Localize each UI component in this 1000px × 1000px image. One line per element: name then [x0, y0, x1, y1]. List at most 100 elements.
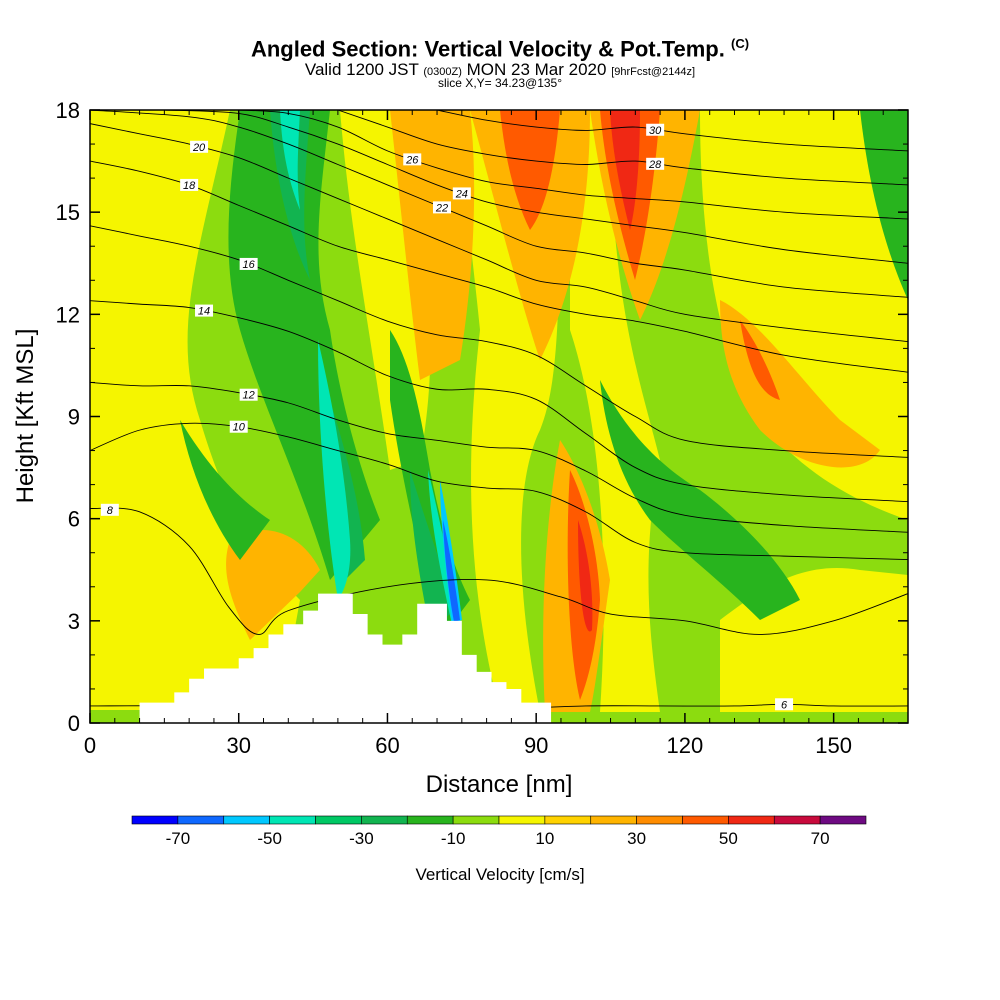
contour-label-12: 12: [239, 388, 258, 402]
contour-label-text: 10: [233, 422, 246, 434]
colorbar-swatch: [682, 815, 729, 825]
theta-contour-8: [90, 507, 908, 635]
colorbar-swatch: [177, 815, 225, 825]
velocity-region: [180, 420, 270, 560]
terrain: [139, 593, 552, 723]
colorbar-swatch: [819, 815, 867, 825]
theta-contour-30: [436, 110, 908, 152]
velocity-region: [720, 300, 880, 468]
velocity-region: [860, 110, 908, 300]
contour-label-text: 30: [649, 125, 662, 137]
x-tick-label: 150: [815, 733, 852, 758]
y-tick-label: 15: [56, 200, 80, 225]
theta-contour-10: [90, 422, 908, 560]
colorbar-swatch: [773, 815, 821, 825]
y-axis: 0 3 6 9 12 15 18: [56, 98, 908, 736]
y-tick-label: 3: [68, 609, 80, 634]
colorbar: -70 -50 -30 -10 10 30 50 70: [131, 815, 867, 848]
theta-contour-28: [337, 110, 908, 186]
velocity-region: [390, 110, 475, 380]
velocity-region: [470, 110, 590, 360]
velocity-region: [600, 380, 800, 620]
contour-label-24: 24: [452, 187, 471, 200]
theta-contour-18: [90, 160, 908, 373]
contour-label-6: 6: [775, 698, 794, 711]
vertical-velocity-field: [90, 110, 908, 723]
contour-label-text: 14: [198, 306, 210, 318]
slice-caption: slice X,Y= 34.23@135°: [437, 76, 563, 90]
contour-label-16: 16: [239, 257, 258, 271]
x-tick-label: 60: [375, 733, 399, 758]
y-tick-label: 0: [68, 711, 80, 736]
theta-contour-16: [90, 225, 908, 458]
x-axis: 0 30 60 90 120 150: [84, 110, 909, 758]
contour-label-text: 26: [405, 154, 419, 166]
contour-label-20: 20: [190, 140, 209, 154]
colorbar-tick-label: 30: [627, 829, 646, 848]
colorbar-tick-label: 10: [535, 829, 554, 848]
contour-label-22: 22: [432, 201, 451, 214]
theta-contour-20: [90, 123, 908, 343]
contour-label-text: 18: [183, 180, 196, 192]
contour-label-28: 28: [646, 157, 665, 171]
x-tick-label: 0: [84, 733, 96, 758]
theta-contour-12: [90, 381, 908, 533]
colorbar-swatch: [223, 815, 270, 825]
colorbar-swatch: [269, 815, 316, 825]
colorbar-swatch: [636, 815, 683, 825]
contour-label-text: 20: [192, 142, 206, 154]
contour-label-26: 26: [403, 153, 422, 166]
velocity-region: [318, 340, 351, 600]
colorbar-tick-label: 50: [719, 829, 738, 848]
colorbar-tick-label: 70: [811, 829, 830, 848]
colorbar-swatch: [498, 815, 546, 825]
velocity-region: [500, 110, 560, 230]
contour-label-text: 12: [243, 390, 255, 402]
colorbar-swatch: [452, 815, 500, 825]
contour-label-text: 24: [455, 188, 468, 200]
contour-label-8: 8: [100, 503, 119, 517]
velocity-region: [410, 470, 455, 630]
velocity-region: [443, 520, 460, 622]
colorbar-tick-label: -30: [349, 829, 374, 848]
contour-labels: 6 8 10 12 14 16 18 20 22 24 26 28 30: [100, 123, 794, 711]
y-axis-title: Height [Kft MSL]: [12, 329, 39, 504]
contour-label-text: 8: [107, 505, 114, 517]
contour-label-text: 16: [243, 259, 256, 271]
colorbar-title: Vertical Velocity [cm/s]: [415, 865, 584, 884]
velocity-region: [610, 110, 640, 230]
colorbar-tick-label: -70: [166, 829, 191, 848]
contour-label-14: 14: [195, 304, 214, 318]
contour-label-text: 28: [648, 159, 662, 171]
colorbar-tick-label: -50: [257, 829, 282, 848]
y-tick-label: 6: [68, 507, 80, 532]
y-tick-label: 12: [56, 302, 80, 327]
colorbar-swatch: [361, 815, 408, 825]
contour-label-text: 6: [781, 699, 788, 711]
contour-label-30: 30: [646, 123, 665, 137]
y-tick-label: 9: [68, 405, 80, 430]
colorbar-swatch: [544, 815, 592, 825]
contour-label-10: 10: [229, 420, 248, 434]
colorbar-swatch: [406, 815, 454, 825]
velocity-region: [270, 110, 310, 280]
velocity-region: [700, 110, 908, 520]
contour-label-text: 22: [435, 202, 448, 214]
chart-subtitle: Valid 1200 JST (0300Z) MON 23 Mar 2020 […: [304, 60, 696, 79]
theta-contour-22: [90, 110, 908, 298]
contour-label-18: 18: [180, 178, 199, 192]
velocity-region: [578, 520, 593, 632]
colorbar-swatch: [590, 815, 637, 825]
velocity-region: [740, 320, 780, 400]
chart-title: Angled Section: Vertical Velocity & Pot.…: [250, 36, 750, 62]
velocity-region: [440, 480, 462, 624]
x-tick-label: 90: [524, 733, 548, 758]
velocity-region: [226, 530, 320, 640]
colorbar-swatch: [131, 815, 179, 825]
theta-contour-26: [238, 110, 908, 220]
y-tick-label: 18: [56, 98, 80, 123]
velocity-region: [280, 110, 300, 210]
colorbar-swatch: [728, 815, 775, 825]
x-tick-label: 120: [667, 733, 704, 758]
